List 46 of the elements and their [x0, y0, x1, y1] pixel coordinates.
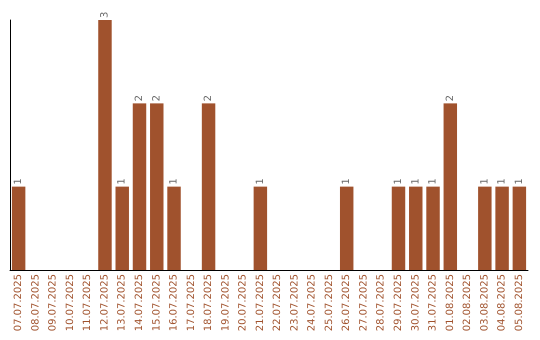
- x-tick-label: 16.07.2025: [168, 274, 180, 332]
- data-label: 1: [428, 178, 439, 185]
- data-label: 2: [134, 94, 145, 102]
- x-tick-label: 19.07.2025: [220, 274, 232, 332]
- x-tick-label: 10.07.2025: [64, 274, 76, 332]
- data-label: 1: [168, 178, 180, 185]
- x-tick-label: 27.07.2025: [358, 274, 370, 332]
- x-tick-label: 14.07.2025: [134, 274, 145, 332]
- x-tick-label: 26.07.2025: [341, 274, 352, 332]
- x-tick-label: 04.08.2025: [496, 274, 508, 332]
- x-tick-label: 20.07.2025: [238, 274, 249, 332]
- x-tick-label: 07.07.2025: [13, 274, 24, 332]
- x-tick-label: 12.07.2025: [99, 274, 110, 332]
- x-tick-label: 11.07.2025: [82, 274, 94, 332]
- data-label: 3: [99, 12, 110, 18]
- x-tick-label: 25.07.2025: [324, 274, 335, 332]
- data-label: 1: [410, 178, 422, 185]
- data-label: 2: [151, 94, 162, 102]
- data-label: 1: [116, 178, 128, 185]
- x-tick-label: 28.07.2025: [376, 274, 387, 332]
- x-tick-label: 30.07.2025: [410, 274, 422, 332]
- x-tick-label: 31.07.2025: [428, 274, 439, 332]
- x-tick-label: 03.08.2025: [479, 274, 490, 332]
- x-tick-label: 22.07.2025: [272, 274, 284, 332]
- x-tick-label: 02.08.2025: [462, 274, 474, 332]
- x-tick-label: 18.07.2025: [203, 274, 214, 332]
- data-label: 1: [514, 178, 525, 185]
- x-tick-label: 29.07.2025: [393, 274, 404, 332]
- x-tick-label: 08.07.2025: [30, 274, 42, 332]
- x-tick-label: 24.07.2025: [306, 274, 318, 332]
- x-tick-label: 21.07.2025: [254, 274, 266, 332]
- x-tick-label: 01.08.2025: [444, 274, 456, 332]
- data-label: 2: [203, 94, 214, 102]
- data-label: 1: [393, 178, 404, 185]
- x-tick-label: 05.08.2025: [514, 274, 525, 332]
- data-label: 1: [13, 178, 24, 185]
- data-label: 1: [479, 178, 490, 185]
- x-tick-label: 13.07.2025: [116, 274, 128, 332]
- x-tick-label: 09.07.2025: [48, 274, 59, 332]
- x-tick-label: 17.07.2025: [186, 274, 197, 332]
- data-label: 1: [496, 178, 508, 185]
- data-label: 1: [254, 178, 266, 185]
- x-tick-label: 15.07.2025: [151, 274, 162, 332]
- data-label: 1: [341, 178, 352, 185]
- data-label: 2: [444, 94, 456, 102]
- x-tick-label: 23.07.2025: [289, 274, 300, 332]
